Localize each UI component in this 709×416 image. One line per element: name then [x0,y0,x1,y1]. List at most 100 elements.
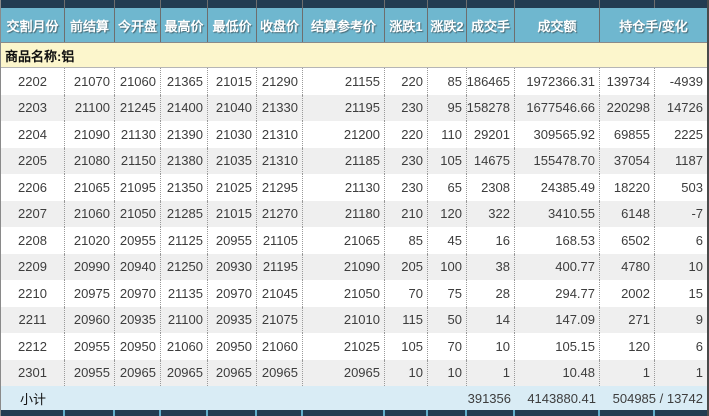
cell: 21070 [65,68,115,95]
footer-strip [428,410,467,416]
cell: 120 [428,200,467,227]
col-header-change2: 涨跌2 [428,8,467,42]
cell: 20965 [161,359,208,386]
cell: 20955 [208,227,257,254]
cell: 20955 [65,359,115,386]
cell: 6 [655,333,707,360]
cell: 20930 [208,253,257,280]
subtotal-empty-cell [257,386,303,410]
cell: 147.09 [515,306,600,333]
header-top-strip [428,0,467,8]
cell: 21330 [257,94,303,121]
cell: 9 [655,306,707,333]
cell: 21030 [208,121,257,148]
col-header-change1: 涨跌1 [385,8,428,42]
cell: 1677546.66 [515,94,600,121]
header-top-strip [385,0,428,8]
cell: 18220 [600,174,655,201]
cell: 20935 [115,306,161,333]
product-banner: 商品名称:铝 [1,42,707,68]
cell: 21365 [161,68,208,95]
cell: 230 [385,147,428,174]
footer-strip [65,410,115,416]
cell: 1 [600,359,655,386]
cell: 20970 [208,280,257,307]
cell: 20960 [65,306,115,333]
cell: 21105 [257,227,303,254]
cell: 105.15 [515,333,600,360]
col-header-low-price: 最低价 [208,8,257,42]
cell-month: 2203 [1,94,65,121]
cell: 271 [600,306,655,333]
col-header-high-price: 最高价 [161,8,208,42]
cell: 21060 [161,333,208,360]
cell: 10 [467,333,515,360]
cell-month: 2202 [1,68,65,95]
cell-month: 2206 [1,174,65,201]
cell: 21035 [208,147,257,174]
cell: 21245 [115,94,161,121]
cell: 21015 [208,200,257,227]
cell: 20990 [65,253,115,280]
subtotal-empty-cell [303,386,385,410]
header-top-strip [161,0,208,8]
cell: 1972366.31 [515,68,600,95]
header-top-strip [115,0,161,8]
cell: 21060 [115,68,161,95]
cell: 21095 [115,174,161,201]
cell: 38 [467,253,515,280]
cell: 10 [385,359,428,386]
cell: 20950 [115,333,161,360]
footer-strip [115,410,161,416]
cell: 21125 [161,227,208,254]
cell: 69855 [600,121,655,148]
cell: 14675 [467,147,515,174]
cell: 21040 [208,94,257,121]
cell: 400.77 [515,253,600,280]
col-header-settlement-ref-price: 结算参考价 [303,8,385,42]
cell: 29201 [467,121,515,148]
cell: 21025 [303,333,385,360]
cell: 294.77 [515,280,600,307]
cell-month: 2211 [1,306,65,333]
cell: 21065 [303,227,385,254]
cell: 20965 [303,359,385,386]
cell: 70 [428,333,467,360]
cell: 21100 [65,94,115,121]
cell: 21050 [303,280,385,307]
footer-strip [257,410,303,416]
subtotal-empty-cell [208,386,257,410]
footer-strip [208,410,257,416]
col-header-turnover: 成交额 [515,8,600,42]
cell: 85 [428,68,467,95]
cell-month: 2208 [1,227,65,254]
footer-strip [655,410,707,416]
cell: 158278 [467,94,515,121]
cell-month: 2301 [1,359,65,386]
cell: 21130 [303,174,385,201]
cell: 21065 [65,174,115,201]
col-header-open-interest-change: 持仓手/变化 [600,8,707,42]
cell: 28 [467,280,515,307]
subtotal-volume: 391356 [467,386,515,410]
cell: 21350 [161,174,208,201]
col-header-delivery-month: 交割月份 [1,8,65,42]
cell: 21045 [257,280,303,307]
cell: 21020 [65,227,115,254]
footer-strip [161,410,208,416]
cell: 20940 [115,253,161,280]
cell: 21025 [208,174,257,201]
cell: 139734 [600,68,655,95]
cell: 309565.92 [515,121,600,148]
cell: 21015 [208,68,257,95]
cell: 21155 [303,68,385,95]
cell: 21185 [303,147,385,174]
header-top-strip [600,0,655,8]
header-top-strip [65,0,115,8]
cell: 37054 [600,147,655,174]
cell: 220298 [600,94,655,121]
cell: -7 [655,200,707,227]
cell: 2002 [600,280,655,307]
